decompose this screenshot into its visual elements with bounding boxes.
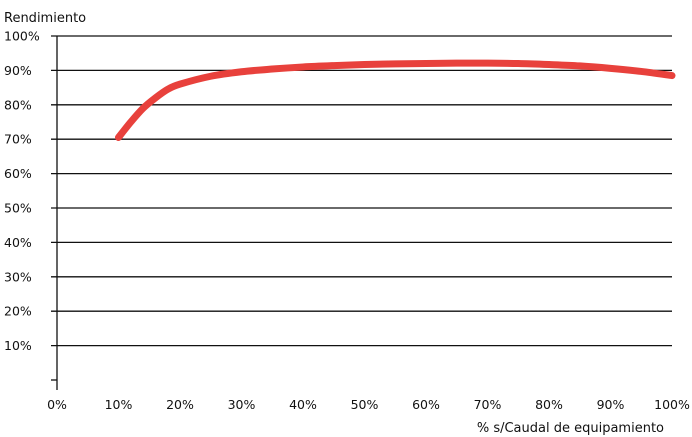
series-layer [115, 59, 676, 141]
x-tick-label: 100% [654, 397, 690, 412]
x-tick-label: 80% [535, 397, 563, 412]
y-tick-label: 80% [4, 97, 32, 112]
x-tick-label: 20% [166, 397, 194, 412]
x-tick-label: 70% [474, 397, 502, 412]
x-tick-label: 40% [289, 397, 317, 412]
x-tick-label: 30% [228, 397, 256, 412]
axes [51, 36, 58, 390]
y-tick-label: 90% [4, 63, 32, 78]
x-tick-label: 90% [597, 397, 625, 412]
y-tick-label: 60% [4, 166, 32, 181]
y-tick-label: 70% [4, 132, 32, 147]
x-tick-labels: 0% 10% 20% 30% 40% 50% 60% 70% 80% 90% 100% [47, 397, 690, 412]
y-tick-label: 50% [4, 201, 32, 216]
y-tick-label: 30% [4, 269, 32, 284]
y-tick-label: 10% [4, 338, 32, 353]
x-tick-label: 10% [105, 397, 133, 412]
y-tick-label: 40% [4, 235, 32, 250]
x-tick-label: 0% [47, 397, 67, 412]
x-tick-label: 50% [351, 397, 379, 412]
y-tick-label: 100% [4, 29, 40, 44]
grid [51, 35, 672, 347]
y-tick-label: 20% [4, 304, 32, 319]
x-axis-title: % s/Caudal de equipamiento [477, 421, 664, 436]
y-tick-labels: 10% 20% 30% 40% 50% 60% 70% 80% 90% 100% [4, 29, 40, 354]
efficiency-line [115, 59, 676, 141]
y-axis-title: Rendimiento [4, 11, 86, 26]
x-tick-label: 60% [412, 397, 440, 412]
